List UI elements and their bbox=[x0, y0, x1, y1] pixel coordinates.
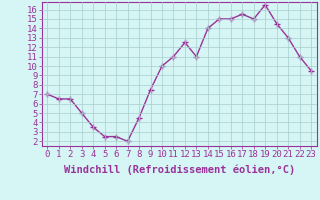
X-axis label: Windchill (Refroidissement éolien,°C): Windchill (Refroidissement éolien,°C) bbox=[64, 165, 295, 175]
